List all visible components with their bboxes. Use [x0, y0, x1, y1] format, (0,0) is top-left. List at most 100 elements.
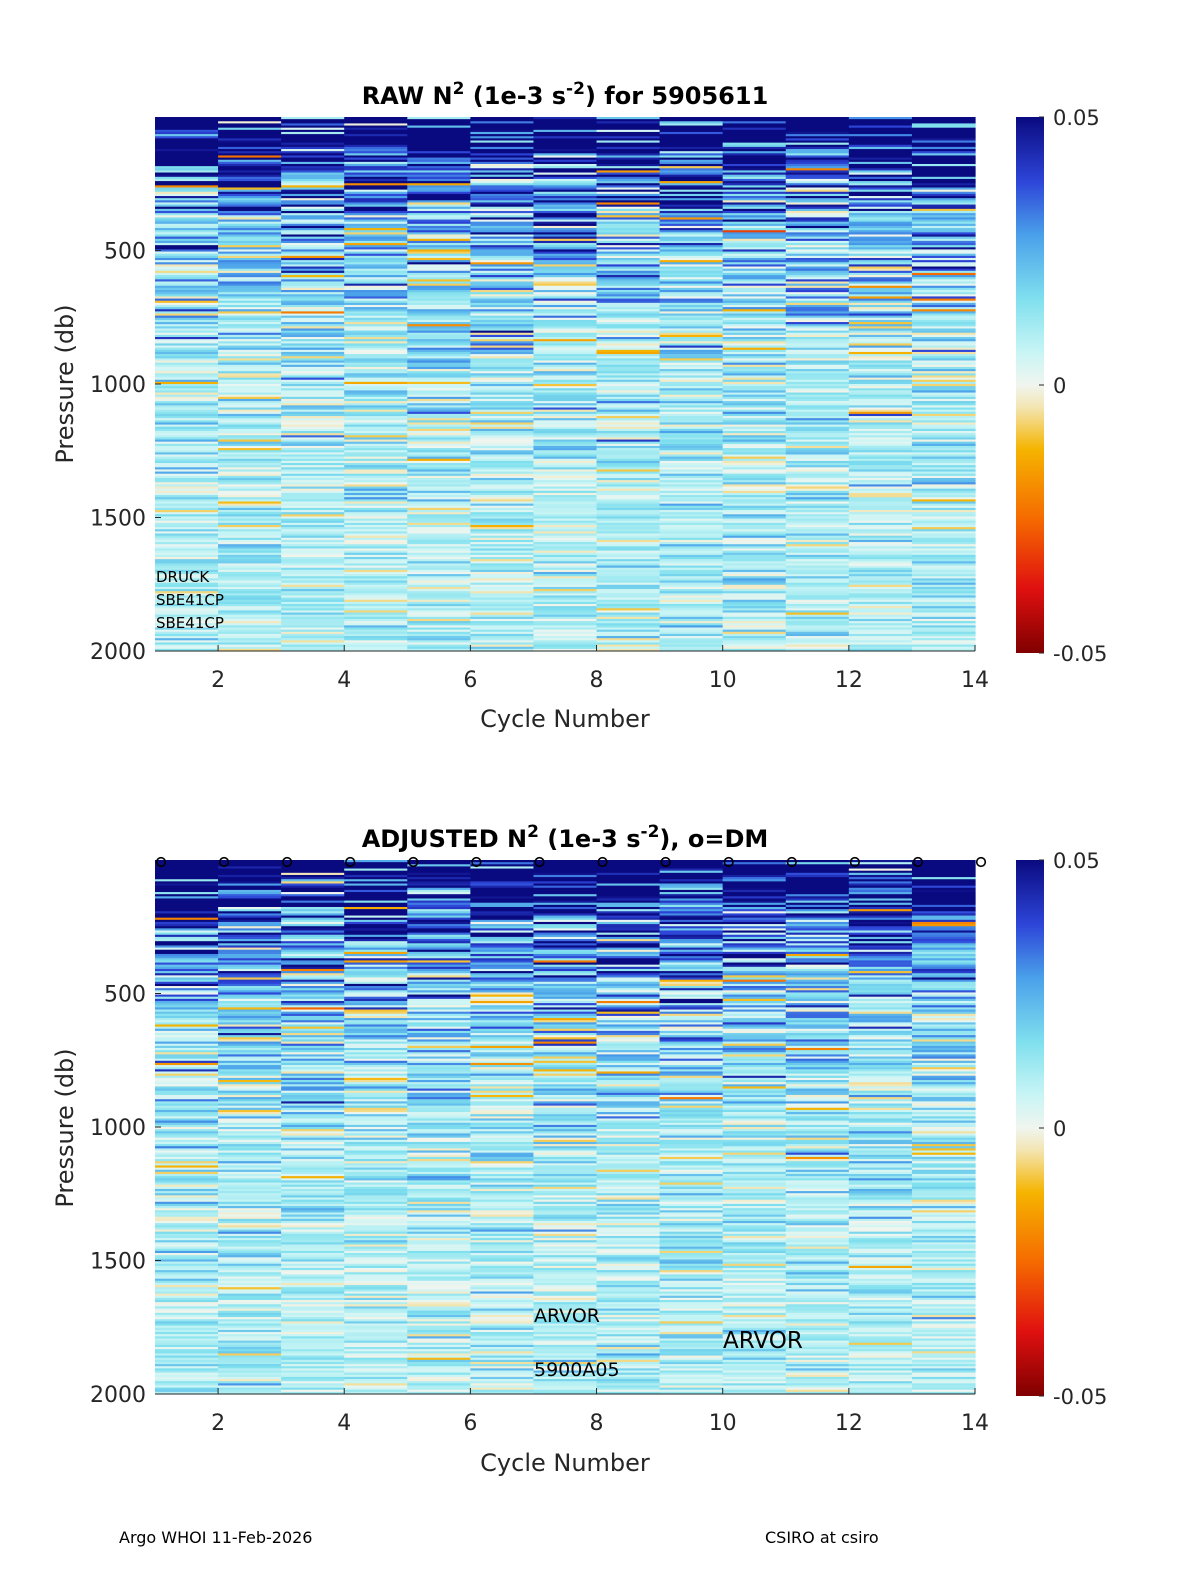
raw-cell: [659, 463, 724, 466]
raw-cell: [344, 144, 408, 148]
adjusted-cell: [155, 1297, 219, 1301]
raw-cell: [281, 563, 345, 567]
raw-cell: [659, 507, 724, 511]
raw-cell: [659, 315, 724, 319]
adjusted-cell: [155, 1184, 219, 1188]
raw-cell: [848, 597, 913, 601]
raw-cell: [407, 379, 471, 383]
raw-cell: [722, 315, 787, 319]
raw-cell: [470, 612, 535, 616]
raw-cell: [407, 574, 471, 577]
raw-cell: [911, 411, 976, 415]
raw-cell: [659, 621, 724, 624]
raw-cell: [344, 567, 408, 571]
raw-cell: [596, 176, 661, 180]
adjusted-cell: [470, 1383, 535, 1387]
raw-cell: [785, 134, 850, 137]
raw-cell: [155, 349, 219, 353]
raw-cell: [911, 369, 976, 372]
adjusted-cell: [281, 1304, 345, 1308]
adjusted-cell: [281, 1005, 345, 1008]
raw-cell: [848, 428, 913, 432]
adjusted-cell: [155, 1067, 219, 1070]
adjusted-cell: [344, 1285, 408, 1288]
raw-cell: [533, 465, 598, 468]
raw-cell: [281, 356, 345, 359]
adjusted-cell: [344, 1379, 408, 1382]
raw-cell: [911, 334, 976, 338]
raw-cell: [470, 255, 535, 259]
raw-cell: [344, 642, 408, 646]
raw-cell: [218, 471, 282, 475]
adjusted-cell: [407, 962, 471, 966]
adjusted-cell: [281, 1000, 345, 1004]
raw-cycle-column: [533, 117, 598, 652]
adjusted-cell: [218, 1282, 282, 1286]
adjusted-cell: [218, 1165, 282, 1169]
raw-cell: [785, 191, 850, 195]
raw-cell: [281, 264, 345, 268]
raw-cell: [407, 576, 471, 579]
raw-cell: [785, 319, 850, 323]
raw-cell: [596, 287, 661, 291]
raw-cell: [659, 117, 724, 120]
adjusted-cell: [407, 1129, 471, 1132]
adjusted-cell: [155, 1178, 219, 1181]
adjusted-cell: [218, 1321, 282, 1325]
raw-cell: [155, 550, 219, 554]
raw-cell: [911, 529, 976, 532]
raw-cell: [848, 322, 913, 325]
raw-cell: [470, 119, 535, 122]
adjusted-cell: [281, 1385, 345, 1389]
raw-cell: [470, 618, 535, 622]
raw-cell: [848, 569, 913, 573]
raw-cell: [281, 537, 345, 541]
raw-cell: [785, 505, 850, 509]
raw-cell: [470, 490, 535, 494]
raw-cell: [659, 401, 724, 404]
raw-cell: [533, 561, 598, 565]
adjusted-cell: [407, 1137, 471, 1141]
adjusted-cell: [155, 1225, 219, 1228]
raw-cell: [911, 326, 976, 330]
raw-cell: [596, 343, 661, 347]
raw-cell: [659, 181, 724, 184]
raw-cell: [218, 332, 282, 336]
adjusted-cell: [155, 1045, 219, 1049]
raw-cell: [911, 174, 976, 178]
raw-cell: [785, 469, 850, 473]
raw-cell: [911, 176, 976, 180]
raw-cell: [218, 394, 282, 398]
raw-cell: [281, 398, 345, 402]
raw-cell: [344, 234, 408, 238]
adjusted-cell: [470, 1161, 535, 1164]
adjusted-cell: [218, 1383, 282, 1387]
raw-cell: [281, 159, 345, 163]
raw-cell: [659, 448, 724, 451]
raw-cell: [533, 563, 598, 567]
raw-cell: [785, 149, 850, 152]
raw-cell: [911, 183, 976, 186]
adjusted-cell: [344, 1206, 408, 1209]
raw-cell: [155, 597, 219, 601]
adjusted-cell: [407, 1035, 471, 1038]
raw-cell: [533, 166, 598, 169]
raw-cell: [911, 435, 976, 438]
adjusted-cell: [281, 921, 345, 925]
raw-cell: [470, 266, 535, 270]
adjusted-cell: [281, 1376, 345, 1380]
adjusted-cell: [407, 949, 471, 953]
adjusted-cell: [281, 881, 345, 885]
adjusted-cell: [281, 1332, 345, 1335]
raw-cell: [533, 497, 598, 500]
adjusted-cell: [533, 1203, 598, 1207]
adjusted-cell: [344, 979, 408, 983]
raw-cell: [407, 334, 471, 338]
adjusted-cell: [533, 1250, 598, 1254]
adjusted-cell: [281, 941, 345, 944]
raw-cell: [533, 125, 598, 129]
raw-cell: [596, 497, 661, 500]
adjusted-cell: [407, 1176, 471, 1179]
raw-cell: [470, 240, 535, 244]
adjusted-cell: [344, 1144, 408, 1147]
